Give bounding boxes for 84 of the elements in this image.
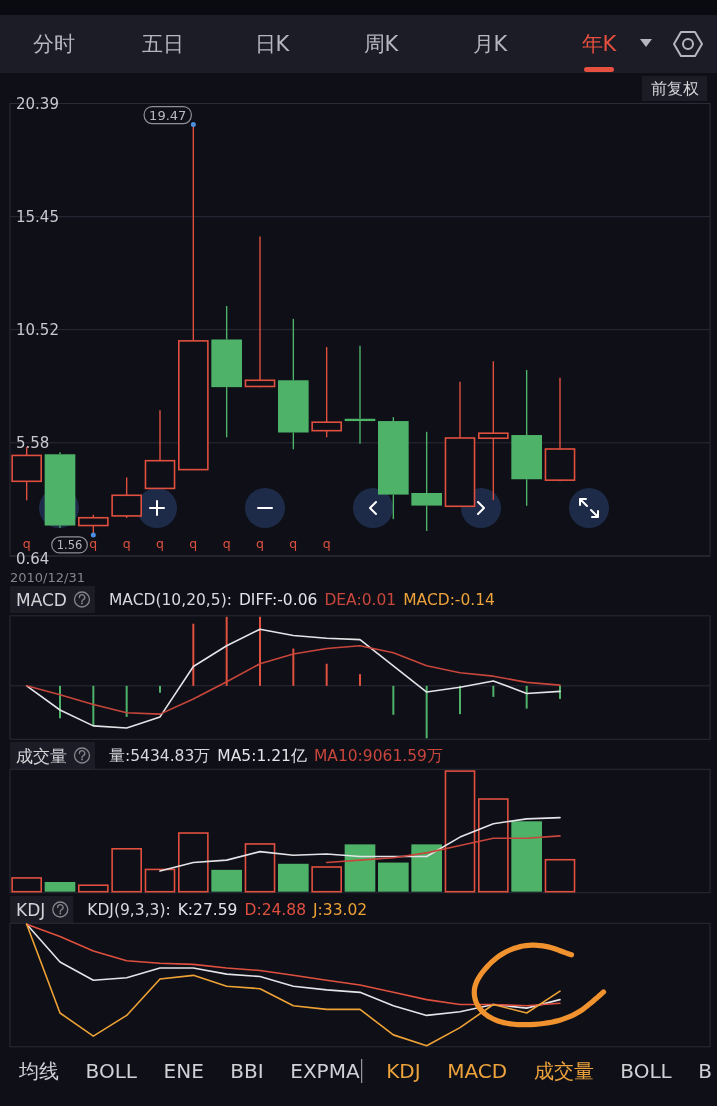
text: 前复权 — [650, 79, 699, 98]
text: DEA:0.01 — [324, 590, 397, 609]
bar — [144, 868, 176, 893]
bar — [478, 798, 509, 893]
bar — [359, 674, 361, 686]
text: EXPMA — [290, 1059, 360, 1083]
text: BOLL — [85, 1059, 138, 1083]
y-tick-label: 15.45 — [16, 207, 59, 226]
chart-title: 成交量 — [16, 745, 67, 766]
text: 周K — [363, 32, 400, 56]
text: BOLL — [620, 1059, 673, 1083]
text: 日K — [254, 32, 291, 56]
chart-title: MACD — [16, 589, 67, 610]
text: 分时 — [33, 32, 75, 56]
bar — [225, 616, 228, 686]
bar — [92, 685, 95, 726]
bar — [278, 863, 309, 892]
y-tick-label: 10.52 — [16, 320, 59, 339]
bar — [325, 663, 328, 686]
text: D:24.88 — [244, 900, 306, 919]
bar — [178, 832, 209, 893]
bar — [44, 881, 76, 892]
chart-title: KDJ — [16, 899, 46, 920]
text: q — [122, 536, 131, 551]
chart-subtitle: 量:5434.83万 — [109, 746, 211, 765]
bar — [11, 877, 42, 893]
text: 年K — [581, 32, 618, 56]
chart-subtitle: KDJ(9,3,3): — [87, 900, 171, 919]
text: MACD — [447, 1059, 508, 1083]
bar — [244, 843, 276, 893]
bar — [211, 869, 242, 892]
text: q — [89, 536, 98, 551]
text: J:33.02 — [312, 900, 368, 919]
bar — [259, 616, 261, 686]
bar — [525, 685, 528, 709]
candlestick — [211, 305, 242, 439]
bar — [78, 884, 109, 893]
bar — [411, 844, 442, 892]
bar — [444, 770, 476, 893]
text: 月K — [472, 32, 509, 56]
bar — [392, 685, 395, 715]
text: q — [222, 536, 231, 551]
text: 2010/12/31 — [10, 569, 85, 585]
candlestick — [411, 431, 442, 532]
text: q — [289, 536, 298, 551]
text: q — [156, 536, 164, 551]
text: BBI — [230, 1059, 264, 1083]
text: K:27.59 — [177, 900, 238, 919]
candlestick — [44, 451, 76, 529]
y-tick-label: 20.39 — [16, 94, 59, 113]
text: B — [698, 1059, 712, 1083]
bar — [425, 685, 428, 739]
bar — [544, 858, 576, 893]
text: 五日 — [142, 32, 184, 56]
text: MACD:-0.14 — [403, 590, 495, 609]
bar — [511, 821, 542, 892]
bar — [344, 844, 376, 892]
chart-subtitle: MACD(10,20,5): — [108, 590, 232, 609]
annotation: 19.47 — [149, 107, 187, 123]
text: MA5:1.21亿 — [217, 746, 307, 765]
text: q — [256, 536, 264, 551]
text: 均线 — [18, 1059, 59, 1083]
annotation: 1.56 — [56, 537, 83, 552]
series-label: DIFF:-0.06 — [238, 590, 318, 609]
candlestick — [511, 369, 542, 507]
bar — [492, 685, 495, 697]
text: KDJ — [386, 1059, 421, 1083]
bar — [559, 685, 561, 699]
bar — [125, 685, 128, 717]
text: MA10:9061.59万 — [313, 746, 443, 765]
candlestick — [478, 360, 509, 501]
bar — [292, 648, 295, 686]
text: q — [189, 536, 198, 551]
text: q — [322, 536, 331, 551]
text: q — [22, 536, 31, 551]
bar — [459, 685, 461, 715]
bar — [378, 862, 409, 892]
bar — [111, 848, 142, 893]
y-tick-label: 5.58 — [16, 433, 50, 452]
bar — [311, 866, 342, 893]
bar — [159, 685, 161, 693]
bar — [192, 623, 195, 686]
text: ENE — [163, 1059, 204, 1083]
text: 成交量 — [533, 1059, 594, 1083]
